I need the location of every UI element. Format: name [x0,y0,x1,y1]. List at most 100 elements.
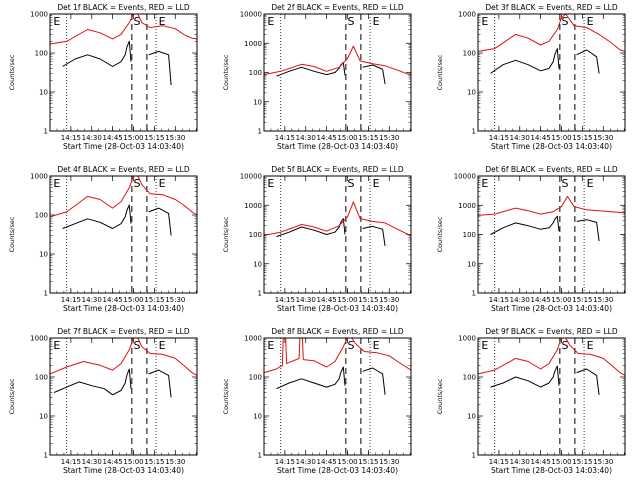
y-tick-label: 1000 [244,335,262,343]
y-tick-label: 100 [463,50,476,58]
panel-title: Det 2f BLACK = Events, RED = LLD [271,3,404,12]
y-tick-label: 1000 [30,335,48,343]
y-tick-label: 1000 [30,173,48,181]
events-series-line [148,50,172,86]
y-tick-label: 1000 [244,40,262,48]
y-tick-label: 1000 [30,11,48,19]
plot-frame [477,175,626,294]
x-tick-label: 14:45 [103,458,123,466]
x-axis-label: Start Time (28-Oct-03 14:03:40) [277,466,398,475]
x-axis-label: Start Time (28-Oct-03 14:03:40) [63,142,184,151]
interval-marker-s: S [134,339,141,352]
lld-series-line [477,13,626,52]
plot-frame [263,337,412,456]
panel-title: Det 1f BLACK = Events, RED = LLD [57,3,190,12]
plot-frame [263,13,412,132]
x-tick-label: 15:00 [123,458,143,466]
interval-marker-e: E [267,339,274,352]
x-tick-label: 15:30 [593,134,613,142]
events-series-line [54,368,132,396]
x-tick-label: 15:00 [337,134,357,142]
panel-title: Det 9f BLACK = Events, RED = LLD [485,327,618,336]
x-axis-label: Start Time (28-Oct-03 14:03:40) [491,466,612,475]
y-tick-label: 10000 [240,11,262,19]
x-tick-label: 14:15 [489,296,509,304]
x-tick-label: 15:30 [165,296,185,304]
x-tick-label: 15:15 [358,296,378,304]
y-axis-label: Counts/sec [222,54,230,90]
x-axis-label: Start Time (28-Oct-03 14:03:40) [491,304,612,313]
x-tick-label: 15:30 [379,296,399,304]
y-axis-label: Counts/sec [8,378,16,414]
interval-marker-s: S [562,15,569,28]
interval-marker-e: E [373,177,380,190]
x-tick-label: 14:15 [489,458,509,466]
y-tick-label: 1 [258,290,262,298]
y-tick-label: 100 [35,212,48,220]
x-tick-label: 15:30 [593,458,613,466]
interval-marker-e: E [53,339,60,352]
lld-series-line [263,337,412,374]
x-tick-label: 14:30 [82,296,102,304]
panel-det-9: Det 9f BLACK = Events, RED = LLD 1 10 100 10… [436,327,626,475]
interval-marker-s: S [562,339,569,352]
x-tick-label: 15:15 [358,458,378,466]
y-tick-label: 1000 [458,335,476,343]
panel-det-6: Det 6f BLACK = Events, RED = LLD 1 10 100 10… [436,165,626,313]
y-tick-label: 1000 [458,202,476,210]
events-series-line [490,365,560,388]
x-tick-label: 14:30 [510,458,530,466]
x-axis-label: Start Time (28-Oct-03 14:03:40) [63,466,184,475]
interval-marker-e: E [587,15,594,28]
x-tick-label: 14:30 [82,134,102,142]
panel-det-3: Det 3f BLACK = Events, RED = LLD 1 10 100 10… [436,3,626,151]
x-tick-label: 15:15 [572,134,592,142]
lld-series-line [49,337,198,376]
y-tick-label: 10 [39,89,48,97]
x-tick-label: 15:15 [144,134,164,142]
x-tick-label: 14:45 [531,134,551,142]
interval-marker-s: S [562,177,569,190]
y-tick-label: 10000 [454,173,476,181]
interval-marker-e: E [159,339,166,352]
y-tick-label: 100 [249,69,262,77]
interval-marker-e: E [159,177,166,190]
x-tick-label: 15:00 [551,458,571,466]
y-axis-label: Counts/sec [8,216,16,252]
x-tick-label: 15:00 [337,296,357,304]
y-tick-label: 100 [35,374,48,382]
events-series-line [276,218,346,238]
interval-marker-e: E [267,15,274,28]
x-tick-label: 15:30 [593,296,613,304]
x-axis-label: Start Time (28-Oct-03 14:03:40) [277,142,398,151]
interval-marker-e: E [267,177,274,190]
panel-det-8: Det 8f BLACK = Events, RED = LLD 1 10 100 10… [222,327,412,475]
events-series-line [362,367,386,395]
interval-marker-e: E [53,177,60,190]
y-tick-label: 1000 [244,202,262,210]
x-tick-label: 15:15 [144,458,164,466]
interval-marker-e: E [53,15,60,28]
x-tick-label: 14:45 [317,458,337,466]
x-tick-label: 14:15 [61,134,81,142]
x-tick-label: 14:45 [317,134,337,142]
interval-marker-s: S [134,15,141,28]
y-axis-label: Counts/sec [436,54,444,90]
events-series-line [362,225,386,247]
events-series-line [362,64,386,85]
x-tick-label: 14:45 [317,296,337,304]
y-tick-label: 10 [467,89,476,97]
y-tick-label: 10 [467,413,476,421]
x-tick-label: 14:30 [510,134,530,142]
lld-series-line [477,195,626,216]
y-tick-label: 100 [249,231,262,239]
x-tick-label: 14:45 [103,134,123,142]
panel-title: Det 3f BLACK = Events, RED = LLD [485,3,618,12]
panel-title: Det 6f BLACK = Events, RED = LLD [485,165,618,174]
y-tick-label: 1 [258,452,262,460]
interval-marker-e: E [373,15,380,28]
x-tick-label: 14:30 [82,458,102,466]
interval-marker-e: E [587,339,594,352]
y-tick-label: 1000 [458,11,476,19]
y-tick-label: 1 [472,290,476,298]
